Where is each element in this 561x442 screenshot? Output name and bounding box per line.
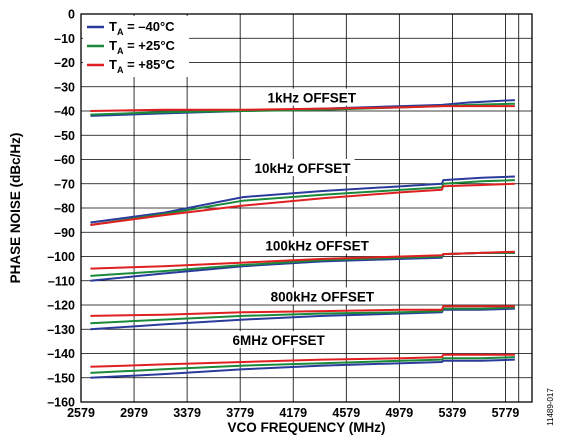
x-tick-label: 2579: [67, 406, 95, 420]
series-line-plus85-group-3: [90, 305, 515, 317]
series-line-minus40-group-3: [90, 307, 515, 331]
offset-label: 100kHz OFFSET: [265, 239, 369, 254]
x-tick-label: 4579: [332, 406, 360, 420]
x-tick-label: 4179: [279, 406, 307, 420]
tick-labels: 0 –10 –20 –30 –40 –50 –60 –70 –80 –90 –100 –110 –120…: [47, 8, 519, 421]
offset-label: 10kHz OFFSET: [255, 161, 352, 176]
y-tick-label: –90: [54, 226, 75, 240]
series-line-plus85-group-0: [90, 105, 515, 112]
series-lines: [90, 99, 515, 379]
offset-label: 6MHz OFFSET: [233, 333, 326, 348]
y-tick-label: –140: [47, 347, 75, 361]
y-tick-label: –10: [54, 32, 75, 46]
series-line-minus40-group-1: [90, 175, 515, 224]
series-line-plus25-group-4: [90, 356, 515, 374]
series-line-plus25-group-1: [90, 179, 515, 226]
y-tick-label: –40: [54, 105, 75, 119]
y-tick-label: –110: [48, 274, 75, 288]
x-tick-label: 4979: [385, 406, 413, 420]
offset-label-bg: [266, 287, 379, 305]
y-tick-label: –30: [54, 80, 75, 94]
x-tick-label: 3379: [173, 406, 201, 420]
series-line-plus85-group-4: [90, 353, 515, 368]
plot-frame: [80, 13, 533, 403]
y-tick-label: –100: [47, 250, 75, 264]
y-tick-label: –150: [47, 371, 75, 385]
offset-label: 1kHz OFFSET: [268, 91, 357, 106]
x-axis-title: VCO FREQUENCY (MHz): [227, 420, 385, 435]
legend-label: TA = +85°C: [109, 57, 176, 75]
offset-label-bg: [250, 158, 355, 176]
y-tick-label: –130: [47, 323, 75, 337]
y-tick-label: –160: [47, 396, 75, 410]
y-tick-label: –60: [54, 153, 75, 167]
y-tick-label: –70: [54, 177, 75, 191]
offset-label-bg: [263, 88, 361, 106]
legend-label: TA = +25°C: [109, 38, 176, 56]
series-line-plus85-group-1: [90, 182, 515, 226]
offset-label: 800kHz OFFSET: [271, 290, 375, 305]
offset-annotations: 1kHz OFFSET 10kHz OFFSET 100kHz OFFSET 800k…: [228, 88, 379, 349]
y-axis-title: PHASE NOISE (dBc/Hz): [8, 133, 23, 284]
y-tick-label: –50: [54, 129, 75, 143]
x-tick-label: 5779: [492, 406, 520, 420]
y-tick-label: 0: [68, 8, 75, 22]
x-tick-label: 3779: [226, 406, 254, 420]
y-tick-label: –80: [54, 202, 75, 216]
series-line-minus40-group-4: [90, 358, 515, 379]
y-tick-label: –120: [47, 299, 75, 313]
series-line-plus85-group-2: [90, 250, 515, 270]
x-tick-label: 5379: [439, 406, 467, 420]
offset-label-bg: [261, 236, 373, 254]
legend-label: TA = –40°C: [109, 19, 175, 37]
figure-id: 11489-017: [546, 388, 555, 426]
x-tick-label: 2979: [120, 406, 148, 420]
series-line-plus25-group-3: [90, 306, 515, 325]
legend: TA = –40°CTA = +25°CTA = +85°C: [83, 16, 189, 77]
offset-label-bg: [228, 331, 329, 349]
y-tick-label: –20: [54, 56, 75, 70]
